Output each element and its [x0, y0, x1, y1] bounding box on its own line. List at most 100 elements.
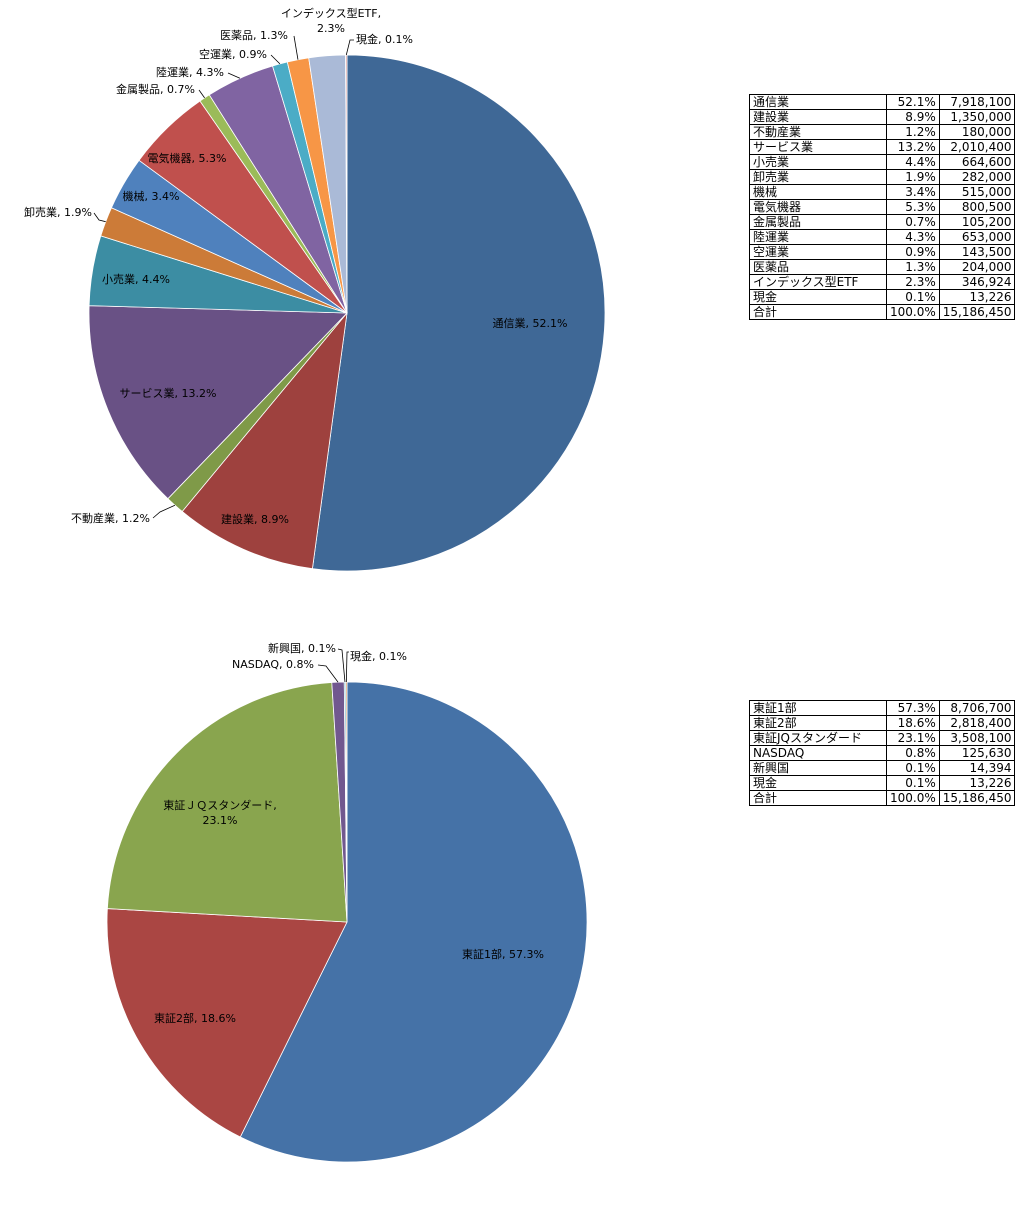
svg-text:建設業, 8.9%: 建設業, 8.9%: [221, 512, 289, 526]
market-pie-chart: 東証1部, 57.3% 東証2部, 18.6% 東証ＪＱスタンダード, 23.1% NA…: [106, 641, 588, 1163]
market-table-row: 合計 100.0% 15,186,450: [749, 790, 1016, 806]
sector-table-value-cell: 653,000: [938, 229, 1016, 245]
market-label-4: 新興国, 0.1%: [268, 641, 346, 683]
sector-table-row: 現金 0.1% 13,226: [749, 289, 1016, 305]
sector-table-value-cell: 105,200: [938, 214, 1016, 230]
sector-slice-1: [181, 311, 348, 570]
svg-text:陸運業, 4.3%: 陸運業, 4.3%: [156, 66, 224, 79]
sector-label-4: 小売業, 4.4%: [102, 273, 170, 286]
sector-label-12: インデックス型ETF, 2.3%: [281, 6, 381, 35]
sector-table-row: 陸運業 4.3% 653,000: [749, 229, 1016, 245]
svg-text:不動産業, 1.2%: 不動産業, 1.2%: [71, 511, 150, 525]
sector-leader-13: [345, 39, 354, 56]
sector-table-value-cell: 7,918,100: [938, 94, 1016, 110]
sector-label-10: 空運業, 0.9%: [199, 47, 281, 65]
svg-text:NASDAQ, 0.8%: NASDAQ, 0.8%: [232, 658, 314, 671]
market-table-label-cell: NASDAQ: [749, 745, 887, 761]
market-table-value-cell: 15,186,450: [938, 790, 1016, 806]
sector-table-pct-cell: 5.3%: [886, 199, 940, 215]
sector-table-pct-cell: 8.9%: [886, 109, 940, 125]
sector-table-label-cell: 機械: [749, 184, 887, 200]
sector-table-pct-cell: 2.3%: [886, 274, 940, 290]
sector-table-row: 機械 3.4% 515,000: [749, 184, 1016, 200]
sector-table-pct-cell: 4.4%: [886, 154, 940, 170]
market-leader-4: [337, 648, 346, 683]
sector-table-pct-cell: 0.7%: [886, 214, 940, 230]
sector-table-row: 卸売業 1.9% 282,000: [749, 169, 1016, 185]
market-table-row: NASDAQ 0.8% 125,630: [749, 745, 1016, 761]
sector-label-5: 卸売業, 1.9%: [24, 205, 106, 223]
svg-text:東証ＪＱスタンダード,: 東証ＪＱスタンダード,: [163, 798, 277, 812]
svg-text:医薬品, 1.3%: 医薬品, 1.3%: [220, 29, 288, 42]
sector-slice-13: [345, 54, 348, 314]
market-table-label-cell: 現金: [749, 775, 887, 791]
sector-table-label-cell: 通信業: [749, 94, 887, 110]
sector-label-13: 現金, 0.1%: [345, 32, 413, 56]
svg-text:東証2部, 18.6%: 東証2部, 18.6%: [154, 1011, 236, 1025]
sector-table-label-cell: 現金: [749, 289, 887, 305]
market-table-row: 現金 0.1% 13,226: [749, 775, 1016, 791]
sector-table-value-cell: 204,000: [938, 259, 1016, 275]
svg-text:23.1%: 23.1%: [203, 814, 238, 827]
market-slice-0: [239, 681, 588, 1163]
sector-label-8: 金属製品, 0.7%: [116, 82, 205, 99]
market-table-row: 東証JQスタンダード 23.1% 3,508,100: [749, 730, 1016, 746]
market-table-row: 新興国 0.1% 14,394: [749, 760, 1016, 776]
sector-table-row: 小売業 4.4% 664,600: [749, 154, 1016, 170]
svg-text:卸売業, 1.9%: 卸売業, 1.9%: [24, 205, 92, 219]
sector-table-pct-cell: 1.3%: [886, 259, 940, 275]
sector-table-pct-cell: 4.3%: [886, 229, 940, 245]
sector-table-label-cell: 建設業: [749, 109, 887, 125]
sector-table-label-cell: サービス業: [749, 139, 887, 155]
sector-table-label-cell: 金属製品: [749, 214, 887, 230]
sector-leader-10: [270, 54, 281, 65]
market-table-label-cell: 新興国: [749, 760, 887, 776]
market-table-label-cell: 東証2部: [749, 715, 887, 731]
sector-label-11: 医薬品, 1.3%: [220, 29, 299, 60]
market-table-pct-cell: 100.0%: [886, 790, 940, 806]
sector-slice-3: [88, 305, 348, 500]
sector-table-row: 空運業 0.9% 143,500: [749, 244, 1016, 260]
sector-table-label-cell: 合計: [749, 304, 887, 320]
sector-label-1: 建設業, 8.9%: [221, 512, 289, 526]
svg-text:空運業, 0.9%: 空運業, 0.9%: [199, 47, 267, 61]
market-label-5: 現金, 0.1%: [345, 649, 407, 683]
sector-table-pct-cell: 1.9%: [886, 169, 940, 185]
sector-table-label-cell: 空運業: [749, 244, 887, 260]
sector-table-value-cell: 346,924: [938, 274, 1016, 290]
sector-label-6: 機械, 3.4%: [123, 189, 180, 203]
sector-leader-2: [152, 504, 176, 519]
sector-leader-8: [198, 89, 205, 99]
sector-table-value-cell: 1,350,000: [938, 109, 1016, 125]
svg-text:機械, 3.4%: 機械, 3.4%: [123, 189, 180, 203]
market-table-value-cell: 13,226: [938, 775, 1016, 791]
market-table-pct-cell: 0.1%: [886, 760, 940, 776]
svg-text:現金, 0.1%: 現金, 0.1%: [356, 32, 413, 46]
svg-text:電気機器, 5.3%: 電気機器, 5.3%: [148, 151, 227, 165]
market-table-row: 東証2部 18.6% 2,818,400: [749, 715, 1016, 731]
sector-table-value-cell: 180,000: [938, 124, 1016, 140]
market-table-label-cell: 東証1部: [749, 700, 887, 716]
market-table-pct-cell: 18.6%: [886, 715, 940, 731]
market-table-value-cell: 3,508,100: [938, 730, 1016, 746]
market-label-1: 東証2部, 18.6%: [154, 1011, 236, 1025]
market-slice-2: [106, 682, 348, 923]
market-table-row: 東証1部 57.3% 8,706,700: [749, 700, 1016, 716]
svg-text:通信業, 52.1%: 通信業, 52.1%: [493, 317, 568, 330]
market-leader-5: [345, 651, 349, 683]
sector-table-label-cell: 不動産業: [749, 124, 887, 140]
sector-table-pct-cell: 3.4%: [886, 184, 940, 200]
sector-table-label-cell: 卸売業: [749, 169, 887, 185]
sector-table-row: 合計 100.0% 15,186,450: [749, 304, 1016, 320]
svg-text:2.3%: 2.3%: [317, 22, 345, 35]
sector-label-7: 電気機器, 5.3%: [148, 151, 227, 165]
market-table-label-cell: 合計: [749, 790, 887, 806]
sector-table-label-cell: 電気機器: [749, 199, 887, 215]
market-table-pct-cell: 23.1%: [886, 730, 940, 746]
sector-table-value-cell: 800,500: [938, 199, 1016, 215]
sector-table-pct-cell: 0.9%: [886, 244, 940, 260]
sector-leader-5: [93, 212, 106, 223]
sector-leader-11: [293, 35, 299, 60]
sector-table-label-cell: 小売業: [749, 154, 887, 170]
market-slice-1: [106, 908, 348, 1138]
